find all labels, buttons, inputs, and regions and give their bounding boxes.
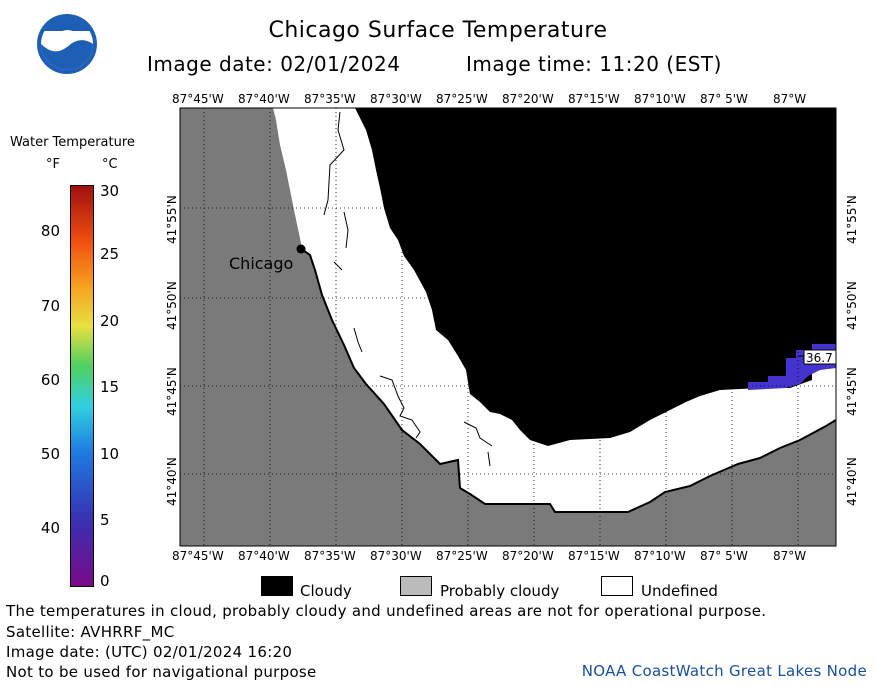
lat-label-right: 41°50'N — [845, 281, 859, 330]
legend-swatch-probably-cloudy — [400, 576, 432, 596]
fahrenheit-tick: 40 — [40, 519, 60, 537]
fahrenheit-tick: 50 — [40, 445, 60, 463]
lon-label-top: 87°W — [773, 92, 807, 106]
lon-label-top: 87°40'W — [238, 92, 290, 106]
lon-label-bottom: 87°35'W — [304, 549, 356, 563]
celsius-tick: 0 — [100, 572, 110, 590]
legend-unit-c: °C — [102, 157, 118, 172]
celsius-tick: 10 — [100, 445, 120, 463]
lon-label-top: 87°25'W — [436, 92, 488, 106]
legend-label-cloudy: Cloudy — [300, 582, 352, 600]
legend-unit-f: °F — [46, 157, 60, 172]
lon-label-bottom: 87°10'W — [634, 549, 686, 563]
lon-label-top: 87°45'W — [172, 92, 224, 106]
celsius-tick: 5 — [100, 511, 110, 529]
celsius-tick: 20 — [100, 312, 120, 330]
lon-label-bottom: 87° 5'W — [700, 549, 748, 563]
lon-label-top: 87°15'W — [568, 92, 620, 106]
lat-label-left: 41°40'N — [165, 457, 179, 506]
lat-label-right: 41°45'N — [845, 367, 859, 416]
cloud-area — [355, 108, 836, 446]
chicago-marker-icon — [296, 244, 306, 254]
temperature-color-scale — [70, 185, 94, 587]
lat-label-left: 41°45'N — [165, 367, 179, 416]
lon-label-bottom: 87°20'W — [502, 549, 554, 563]
lat-label-right: 41°55'N — [845, 195, 859, 244]
lat-label-left: 41°55'N — [165, 195, 179, 244]
fahrenheit-tick: 70 — [40, 297, 60, 315]
lon-label-bottom: 87°25'W — [436, 549, 488, 563]
lon-label-bottom: 87°30'W — [370, 549, 422, 563]
image-time: Image time: 11:20 (EST) — [466, 52, 722, 76]
noaa-logo-text: NOAA — [53, 33, 82, 43]
legend-label-undefined: Undefined — [641, 582, 718, 600]
disclaimer-note: The temperatures in cloud, probably clou… — [6, 602, 767, 620]
utc-date: Image date: (UTC) 02/01/2024 16:20 — [6, 643, 293, 661]
satellite-info: Satellite: AVHRRF_MC — [6, 623, 175, 641]
shoreline — [299, 247, 836, 513]
map-frame — [179, 107, 837, 547]
image-date: Image date: 02/01/2024 — [147, 52, 401, 76]
page-title: Chicago Surface Temperature — [268, 18, 608, 43]
lon-label-top: 87° 5'W — [700, 92, 748, 106]
lon-label-bottom: 87°45'W — [172, 549, 224, 563]
noaa-logo-icon: NOAA — [36, 13, 98, 75]
credit-link[interactable]: NOAA CoastWatch Great Lakes Node — [581, 662, 867, 680]
temp-reading: 36.7 — [806, 351, 833, 365]
city-label: Chicago — [229, 254, 293, 273]
lon-label-bottom: 87°W — [773, 549, 807, 563]
legend-title: Water Temperature — [10, 135, 135, 150]
celsius-tick: 15 — [100, 378, 120, 396]
navigation-warning: Not to be used for navigational purpose — [6, 663, 317, 681]
lon-label-top: 87°30'W — [370, 92, 422, 106]
lon-label-top: 87°20'W — [502, 92, 554, 106]
fahrenheit-tick: 60 — [40, 371, 60, 389]
fahrenheit-tick: 80 — [40, 222, 60, 240]
lon-label-top: 87°35'W — [304, 92, 356, 106]
lon-label-top: 87°10'W — [634, 92, 686, 106]
temp-reading-box — [803, 349, 837, 365]
lat-label-right: 41°40'N — [845, 457, 859, 506]
lon-label-bottom: 87°40'W — [238, 549, 290, 563]
lon-label-bottom: 87°15'W — [568, 549, 620, 563]
celsius-tick: 30 — [100, 182, 120, 200]
lat-label-left: 41°50'N — [165, 281, 179, 330]
legend-swatch-undefined — [601, 576, 633, 596]
legend-label-probably-cloudy: Probably cloudy — [440, 582, 560, 600]
legend-swatch-cloudy — [261, 576, 293, 596]
grid-lines — [180, 108, 836, 546]
celsius-tick: 25 — [100, 245, 120, 263]
